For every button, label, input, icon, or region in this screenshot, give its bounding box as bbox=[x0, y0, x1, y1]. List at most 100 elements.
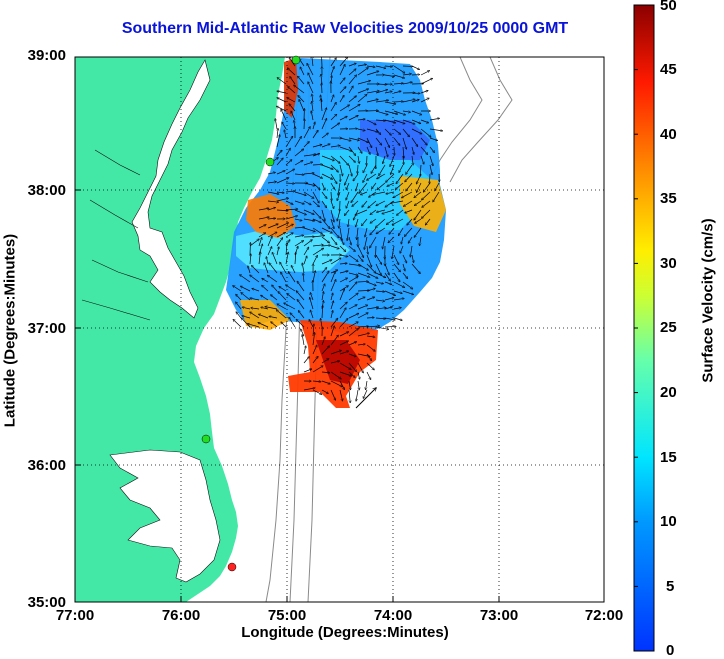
velocity-arrow bbox=[368, 200, 377, 208]
velocity-arrow bbox=[294, 200, 304, 204]
velocity-arrow bbox=[347, 227, 350, 240]
velocity-arrow bbox=[330, 182, 335, 189]
velocity-arrow bbox=[397, 209, 404, 215]
velocity-arrow bbox=[348, 245, 355, 251]
velocity-arrow bbox=[267, 191, 279, 194]
velocity-arrow bbox=[375, 137, 382, 145]
velocity-arrow bbox=[330, 58, 336, 67]
velocity-arrow bbox=[294, 137, 301, 148]
velocity-arrow bbox=[420, 236, 422, 246]
velocity-arrow bbox=[366, 272, 378, 278]
velocity-arrow bbox=[384, 326, 396, 327]
velocity-arrow bbox=[339, 362, 351, 369]
velocity-arrow bbox=[357, 146, 362, 153]
velocity-arrow bbox=[379, 164, 386, 175]
velocity-arrow bbox=[330, 280, 336, 292]
velocity-arrow bbox=[321, 389, 328, 393]
velocity-arrow bbox=[312, 245, 323, 246]
velocity-arrow bbox=[258, 323, 269, 328]
velocity-arrow bbox=[348, 263, 361, 266]
velocity-arrow bbox=[346, 191, 350, 200]
station-marker bbox=[291, 55, 301, 65]
velocity-arrow bbox=[285, 183, 294, 184]
velocity-arrow bbox=[339, 78, 345, 85]
velocity-arrow bbox=[339, 389, 343, 401]
velocity-arrow bbox=[285, 224, 293, 229]
y-tick-label: 35:00 bbox=[27, 594, 66, 611]
velocity-arrow bbox=[303, 191, 314, 198]
velocity-arrow bbox=[312, 57, 313, 67]
velocity-arrow bbox=[312, 154, 320, 157]
velocity-arrow bbox=[377, 173, 386, 179]
velocity-arrow bbox=[348, 342, 356, 346]
velocity-arrow bbox=[376, 200, 386, 206]
velocity-arrow bbox=[321, 380, 330, 384]
velocity-arrow bbox=[321, 191, 327, 198]
velocity-arrow bbox=[377, 182, 386, 190]
velocity-arrow bbox=[276, 171, 285, 175]
velocity-arrow bbox=[261, 295, 269, 301]
velocity-arrow bbox=[356, 182, 359, 191]
velocity-arrow bbox=[393, 281, 405, 287]
velocity-arrow bbox=[281, 322, 287, 328]
velocity-arrow bbox=[358, 380, 359, 390]
velocity-arrow bbox=[330, 146, 340, 148]
velocity-arrow bbox=[312, 94, 313, 103]
velocity-arrow bbox=[375, 84, 387, 85]
velocity-arrow bbox=[312, 200, 319, 207]
velocity-arrow bbox=[357, 227, 359, 239]
velocity-arrow bbox=[310, 293, 314, 301]
velocity-arrow bbox=[370, 236, 377, 248]
velocity-arrow bbox=[392, 245, 395, 259]
y-tick-label: 36:00 bbox=[27, 457, 66, 474]
velocity-arrow bbox=[240, 275, 251, 283]
velocity-arrow bbox=[391, 164, 395, 174]
velocity-arrow bbox=[359, 182, 368, 193]
velocity-arrow bbox=[384, 272, 390, 281]
velocity-arrow bbox=[375, 308, 386, 310]
velocity-arrow bbox=[400, 245, 404, 253]
velocity-arrow bbox=[236, 302, 242, 310]
velocity-arrow bbox=[330, 164, 338, 172]
velocity-arrow bbox=[277, 129, 278, 139]
velocity-arrow bbox=[312, 145, 322, 148]
velocity-arrow bbox=[321, 57, 323, 67]
velocity-arrow bbox=[303, 218, 315, 221]
velocity-arrow bbox=[321, 245, 330, 246]
velocity-arrow bbox=[384, 119, 396, 123]
velocity-arrow bbox=[372, 191, 386, 195]
velocity-arrow bbox=[271, 322, 278, 328]
velocity-arrow bbox=[366, 344, 375, 351]
velocity-arrow bbox=[321, 133, 328, 139]
velocity-arrow bbox=[339, 64, 345, 76]
velocity-arrow bbox=[296, 319, 305, 328]
velocity-arrow bbox=[372, 182, 377, 189]
x-tick-label: 72:00 bbox=[584, 607, 624, 624]
velocity-arrow bbox=[411, 263, 420, 274]
velocity-arrow bbox=[384, 128, 391, 135]
velocity-arrow bbox=[294, 218, 302, 221]
velocity-arrow bbox=[267, 201, 279, 202]
velocity-arrow bbox=[297, 300, 305, 310]
velocity-arrow bbox=[357, 81, 370, 85]
velocity-arrow bbox=[294, 227, 304, 228]
velocity-arrow bbox=[402, 99, 415, 103]
map-title: Southern Mid-Atlantic Raw Velocities 200… bbox=[121, 20, 569, 37]
velocity-arrow bbox=[375, 90, 388, 94]
velocity-arrow bbox=[312, 235, 325, 238]
velocity-arrow bbox=[429, 118, 439, 121]
velocity-arrow bbox=[366, 99, 378, 103]
velocity-arrow bbox=[236, 312, 242, 319]
velocity-arrow bbox=[294, 149, 304, 157]
velocity-arrow bbox=[377, 209, 386, 212]
velocity-arrow bbox=[330, 173, 337, 184]
velocity-arrow bbox=[393, 83, 403, 84]
velocity-arrow bbox=[294, 174, 304, 175]
velocity-arrow bbox=[402, 272, 408, 279]
velocity-arrow bbox=[281, 272, 287, 283]
velocity-arrow bbox=[393, 263, 400, 272]
velocity-arrow bbox=[269, 316, 278, 319]
velocity-arrow bbox=[303, 273, 304, 283]
velocity-arrow bbox=[330, 114, 337, 121]
velocity-arrow bbox=[348, 277, 358, 283]
